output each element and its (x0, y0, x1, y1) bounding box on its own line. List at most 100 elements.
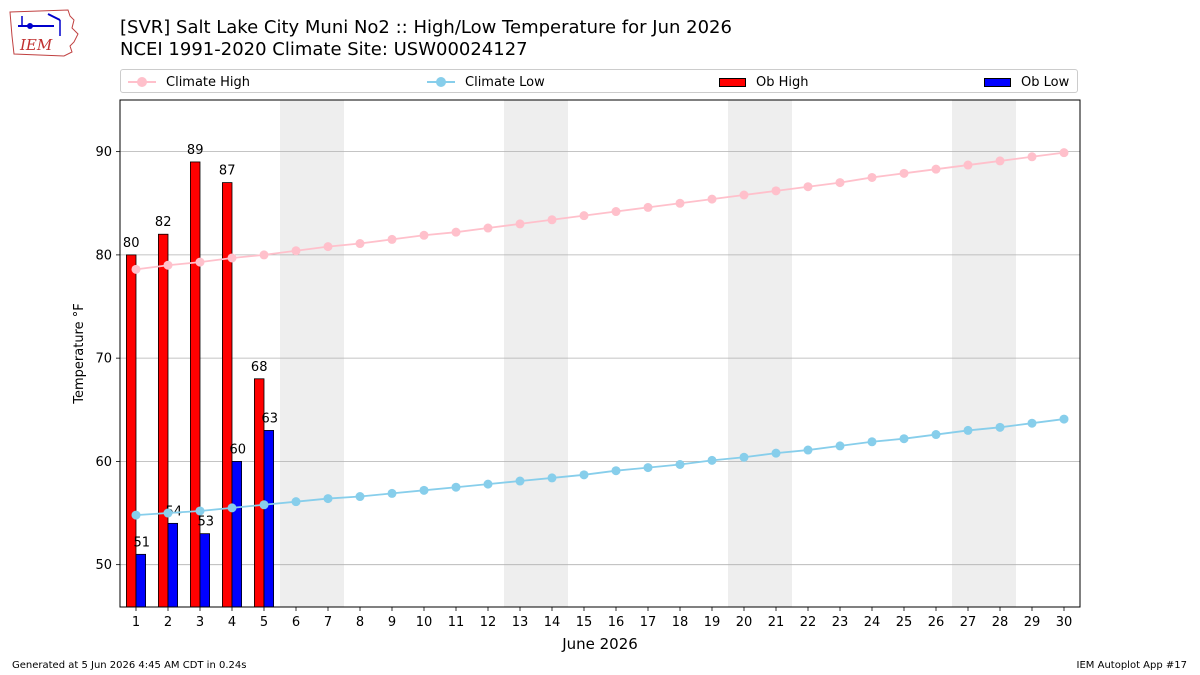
app-footer: IEM Autoplot App #17 (1076, 660, 1187, 671)
iowa-map-icon: IEM (9, 9, 79, 57)
ob-high-label: 68 (251, 360, 268, 375)
climate-low-point (291, 497, 301, 507)
climate-low-line (135, 418, 1065, 516)
ob-high-bar (221, 182, 233, 608)
climate-high-point (291, 246, 301, 256)
ob-low-bar (135, 553, 147, 608)
ob-low-label: 60 (230, 442, 247, 457)
climate-low-point (195, 506, 205, 516)
climate-low-point (387, 488, 397, 498)
legend-ob-high: Ob High (719, 70, 809, 94)
climate-high-point (707, 194, 717, 204)
x-tick-label: 21 (768, 615, 785, 630)
x-tick-label: 10 (416, 615, 433, 630)
climate-high-point (163, 260, 173, 270)
weekend-shade (504, 100, 536, 607)
climate-high-point (1059, 148, 1069, 158)
x-axis-label: June 2026 (561, 635, 638, 653)
climate-low-swatch (427, 77, 455, 87)
chart-title: [SVR] Salt Lake City Muni No2 :: High/Lo… (120, 17, 732, 61)
y-tick-label: 70 (95, 352, 112, 367)
legend-climate-high-label: Climate High (166, 74, 251, 90)
x-tick-label: 23 (832, 615, 849, 630)
climate-low-point (771, 448, 781, 458)
climate-high-point (227, 253, 237, 263)
climate-low-point (483, 479, 493, 489)
climate-low-point (675, 460, 685, 470)
y-tick-label: 80 (95, 248, 112, 263)
y-tick-label: 60 (95, 455, 112, 470)
climate-low-point (803, 445, 813, 455)
ob-high-label: 82 (155, 215, 172, 230)
climate-high-point (739, 190, 749, 200)
x-tick-label: 4 (228, 615, 236, 630)
climate-low-point (1059, 414, 1069, 424)
iem-logo: IEM (8, 6, 80, 58)
legend-climate-low: Climate Low (427, 70, 545, 94)
climate-low-point (451, 482, 461, 492)
weekend-shade (536, 100, 568, 607)
climate-high-point (515, 219, 525, 229)
climate-high-point (803, 182, 813, 192)
climate-low-point (835, 441, 845, 451)
x-tick-label: 14 (544, 615, 561, 630)
climate-high-point (131, 264, 141, 274)
climate-low-point (259, 500, 269, 510)
ob-high-bar (189, 161, 201, 608)
y-tick-label: 90 (95, 145, 112, 160)
weekend-shade (952, 100, 984, 607)
x-tick-label: 24 (864, 615, 881, 630)
x-tick-label: 30 (1056, 615, 1073, 630)
legend-ob-low: Ob Low (984, 70, 1069, 94)
x-tick-label: 18 (672, 615, 689, 630)
climate-low-point (931, 430, 941, 440)
climate-low-point (963, 425, 973, 435)
climate-high-swatch (128, 77, 156, 87)
x-tick-label: 28 (992, 615, 1009, 630)
ob-high-label: 87 (219, 164, 236, 179)
x-tick-label: 8 (356, 615, 364, 630)
svg-text:IEM: IEM (19, 36, 53, 54)
x-tick-label: 29 (1024, 615, 1041, 630)
climate-low-point (515, 476, 525, 486)
x-tick-label: 15 (576, 615, 593, 630)
weekend-shade (312, 100, 344, 607)
ob-high-label: 80 (123, 236, 140, 251)
ob-high-label: 89 (187, 143, 204, 158)
ob-high-bar (157, 233, 169, 608)
climate-high-point (323, 242, 333, 252)
x-tick-label: 9 (388, 615, 396, 630)
ob-low-label: 51 (134, 535, 151, 550)
ob-low-bar (263, 430, 275, 608)
legend-climate-high: Climate High (128, 70, 250, 94)
x-tick-label: 22 (800, 615, 817, 630)
climate-high-point (355, 239, 365, 249)
climate-high-point (611, 207, 621, 217)
legend: Climate High Climate Low Ob High Ob Low (120, 69, 1078, 93)
x-tick-label: 7 (324, 615, 332, 630)
x-tick-label: 17 (640, 615, 657, 630)
x-tick-label: 20 (736, 615, 753, 630)
climate-low-point (739, 452, 749, 462)
climate-low-point (643, 463, 653, 473)
climate-low-point (867, 437, 877, 447)
climate-low-point (899, 434, 909, 444)
climate-high-point (643, 202, 653, 212)
climate-high-point (899, 168, 909, 178)
x-tick-label: 25 (896, 615, 913, 630)
ob-high-swatch (719, 77, 746, 87)
x-tick-label: 11 (448, 615, 465, 630)
x-tick-label: 16 (608, 615, 625, 630)
climate-low-point (995, 422, 1005, 432)
climate-high-point (547, 215, 557, 225)
climate-low-point (163, 508, 173, 518)
climate-low-point (419, 485, 429, 495)
plot-frame (119, 99, 1081, 608)
climate-low-point (707, 455, 717, 465)
x-tick-label: 3 (196, 615, 204, 630)
generated-footer: Generated at 5 Jun 2026 4:45 AM CDT in 0… (12, 660, 247, 671)
ob-low-swatch (984, 77, 1011, 87)
climate-high-point (195, 257, 205, 267)
x-tick-label: 13 (512, 615, 529, 630)
